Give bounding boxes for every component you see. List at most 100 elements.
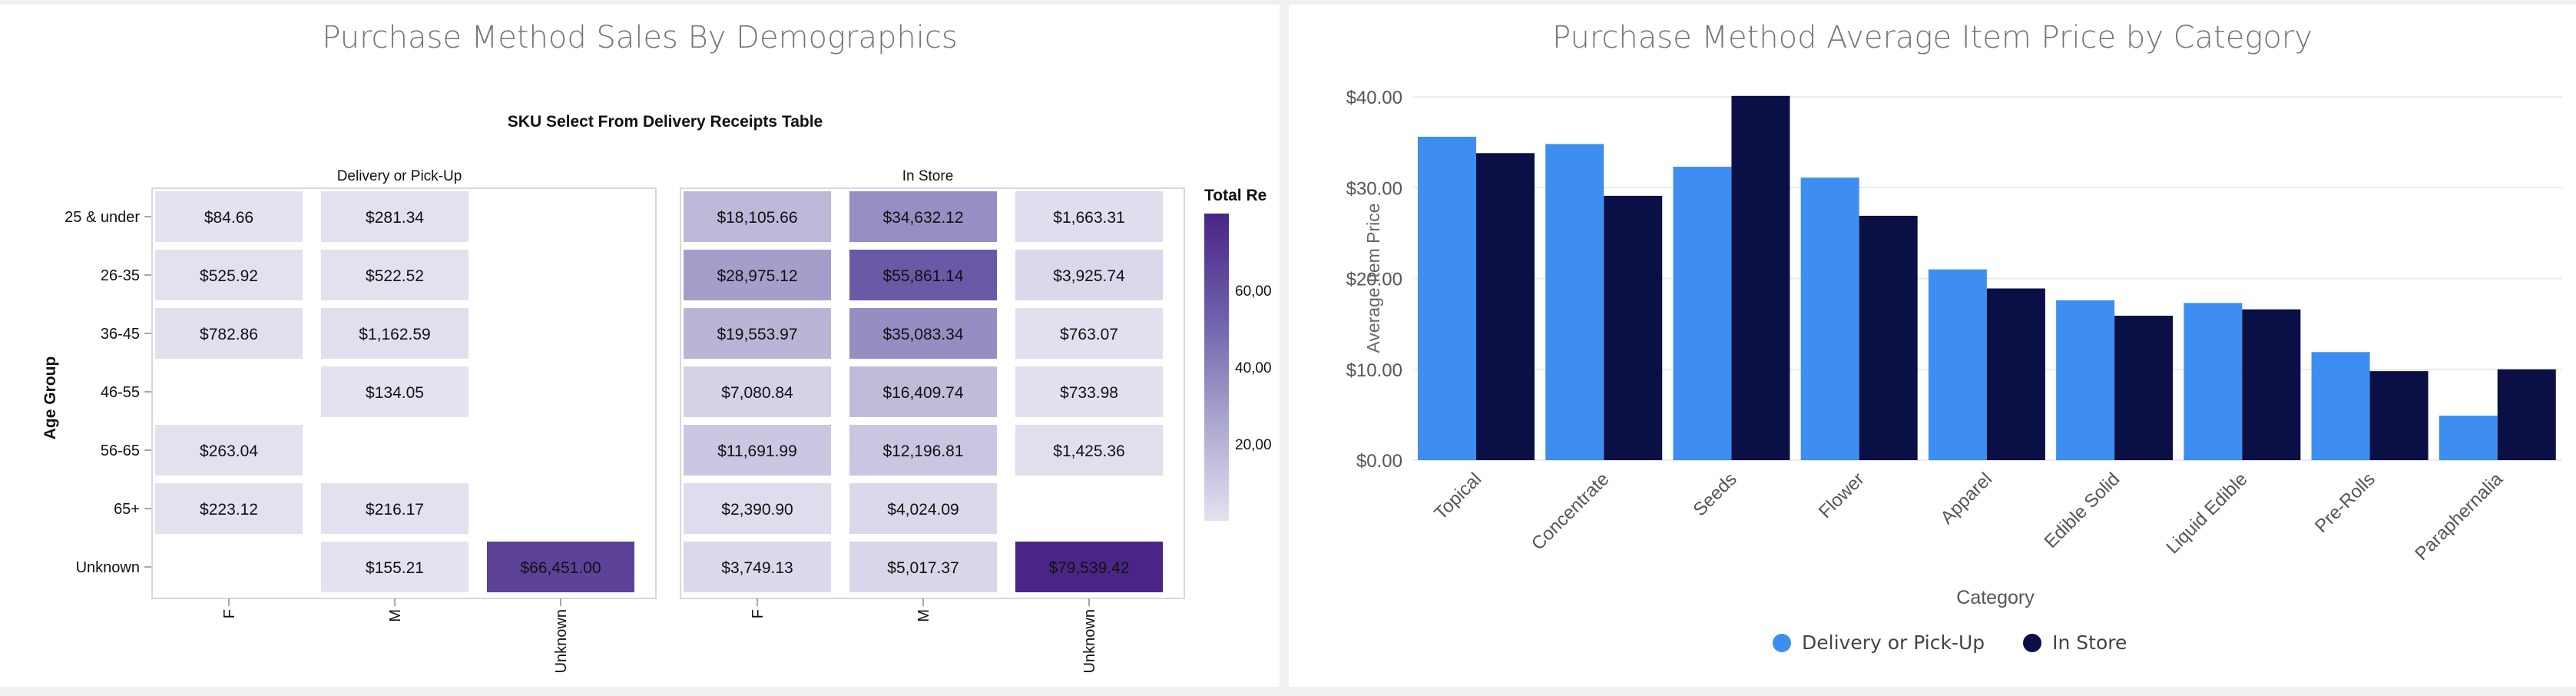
- bar[interactable]: [1731, 95, 1790, 460]
- legend-label: In Store: [2052, 631, 2127, 654]
- y-tick-label: $40.00: [1346, 88, 1402, 108]
- row-label: 56-65: [101, 442, 140, 459]
- heatmap-cell[interactable]: [684, 250, 831, 300]
- cell-value-label: $3,749.13: [721, 559, 793, 577]
- heatmap-cell[interactable]: [155, 308, 303, 359]
- heatmap-cell[interactable]: [1015, 425, 1163, 476]
- bar[interactable]: [1859, 215, 1918, 460]
- bar[interactable]: [1928, 269, 1987, 460]
- x-tick-label: Apparel: [1937, 469, 1997, 529]
- facet-header: In Store: [902, 168, 954, 184]
- bar[interactable]: [1476, 153, 1535, 460]
- bar[interactable]: [1986, 288, 2045, 460]
- legend-tick-label: 40,00: [1235, 360, 1272, 376]
- bar-chart: $0.00 $10.00 $20.00 $30.00 $40.00 Average Ite…: [1346, 88, 2562, 608]
- heatmap-cell[interactable]: [321, 483, 469, 534]
- row-label: 46-55: [101, 384, 140, 401]
- bar[interactable]: [2439, 416, 2498, 460]
- cell-value-label: $216.17: [366, 501, 424, 519]
- facet-frame: [680, 187, 1185, 599]
- cell-value-label: $155.21: [366, 559, 424, 577]
- heatmap-cell[interactable]: [684, 483, 831, 534]
- heatmap-cell[interactable]: [684, 191, 831, 242]
- bar[interactable]: [2114, 315, 2174, 460]
- legend-item[interactable]: Delivery or Pick-Up: [1773, 631, 1985, 654]
- bar[interactable]: [1673, 167, 1732, 461]
- cell-value-label: $79,539.42: [1048, 559, 1129, 577]
- heatmap-cell[interactable]: [321, 366, 469, 417]
- bar[interactable]: [2369, 371, 2429, 460]
- bar[interactable]: [2311, 352, 2370, 460]
- cell-value-label: $2,390.90: [721, 501, 793, 519]
- heatmap-cell[interactable]: [849, 483, 997, 534]
- heatmap-cell[interactable]: [155, 425, 303, 476]
- heatmap-cell[interactable]: [684, 425, 831, 476]
- heatmap-cell[interactable]: [684, 542, 831, 592]
- col-label: M: [916, 609, 932, 622]
- heatmap-cell[interactable]: [684, 366, 831, 417]
- heatmap-cell[interactable]: [849, 366, 997, 417]
- cell-value-label: $18,105.66: [717, 209, 797, 227]
- heatmap-cell[interactable]: [849, 542, 997, 592]
- col-label: Unknown: [1081, 609, 1098, 673]
- heatmap-cell[interactable]: [849, 308, 997, 359]
- cell-value-label: $223.12: [200, 501, 258, 519]
- cell-value-label: $1,162.59: [359, 326, 430, 343]
- legend-tick-label: 20,00: [1235, 437, 1272, 453]
- cell-value-label: $525.92: [200, 267, 258, 285]
- facet-frame: [151, 187, 657, 599]
- heatmap-cell[interactable]: [1015, 542, 1163, 592]
- bar[interactable]: [1545, 144, 1604, 461]
- row-label: 36-45: [101, 326, 140, 343]
- legend-tick-label: 60,00: [1235, 283, 1272, 300]
- y-tick-label: $20.00: [1346, 270, 1402, 290]
- heatmap-cell[interactable]: [321, 308, 469, 359]
- cell-value-label: $3,925.74: [1053, 267, 1125, 285]
- heatmap-cell[interactable]: [1015, 308, 1163, 359]
- legend-item[interactable]: In Store: [2023, 631, 2127, 654]
- row-label: 65+: [114, 501, 140, 518]
- heatmap-cell[interactable]: [849, 191, 997, 242]
- x-tick-label: Seeds: [1689, 469, 1740, 520]
- heatmap-cell[interactable]: [321, 250, 469, 300]
- x-tick-label: Edible Solid: [2041, 469, 2124, 552]
- bar[interactable]: [1418, 137, 1476, 460]
- heatmap-panel: Purchase Method Sales By Demographics SK…: [0, 5, 1280, 687]
- bar[interactable]: [1800, 177, 1859, 460]
- bar[interactable]: [2242, 309, 2301, 460]
- col-label: M: [387, 609, 404, 622]
- heatmap-cell[interactable]: [849, 250, 997, 300]
- bar[interactable]: [2056, 300, 2115, 460]
- heatmap-cell[interactable]: [321, 191, 469, 242]
- bar[interactable]: [2497, 369, 2556, 460]
- bar[interactable]: [1604, 195, 1663, 460]
- bar-legend: Delivery or Pick-Up In Store: [1773, 631, 2154, 654]
- cell-value-label: $84.66: [204, 209, 253, 227]
- heatmap-cell[interactable]: [155, 483, 303, 534]
- heatmap-cell[interactable]: [1015, 366, 1163, 417]
- heatmap-cell[interactable]: [684, 308, 831, 359]
- cell-value-label: $4,024.09: [887, 501, 959, 519]
- heatmap-cell[interactable]: [321, 542, 469, 592]
- cell-value-label: $7,080.84: [721, 384, 793, 402]
- heatmap-cell[interactable]: [155, 191, 303, 242]
- legend-swatch: [1773, 633, 1791, 652]
- cell-value-label: $763.07: [1060, 326, 1118, 343]
- heatmap-cell[interactable]: [849, 425, 997, 476]
- heatmap-cell[interactable]: [155, 250, 303, 300]
- y-axis-title: Average Item Price: [1363, 203, 1383, 353]
- y-axis-title: Age Group: [41, 356, 59, 440]
- heatmap-cell[interactable]: [487, 542, 634, 592]
- cell-value-label: $733.98: [1060, 384, 1118, 402]
- heatmap-cell[interactable]: [1015, 191, 1163, 242]
- x-axis-title: Category: [1956, 587, 2035, 608]
- heatmap-cell[interactable]: [1015, 250, 1163, 300]
- heatmap-subtitle: SKU Select From Delivery Receipts Table: [508, 113, 823, 131]
- row-label: 25 & under: [65, 209, 140, 226]
- cell-value-label: $12,196.81: [882, 442, 963, 460]
- x-tick-label: Pre-Rolls: [2311, 469, 2379, 537]
- y-tick-label: $0.00: [1356, 451, 1402, 472]
- legend-label: Delivery or Pick-Up: [1802, 631, 1985, 654]
- x-tick-label: Paraphernalia: [2411, 469, 2507, 565]
- bar[interactable]: [2184, 303, 2243, 460]
